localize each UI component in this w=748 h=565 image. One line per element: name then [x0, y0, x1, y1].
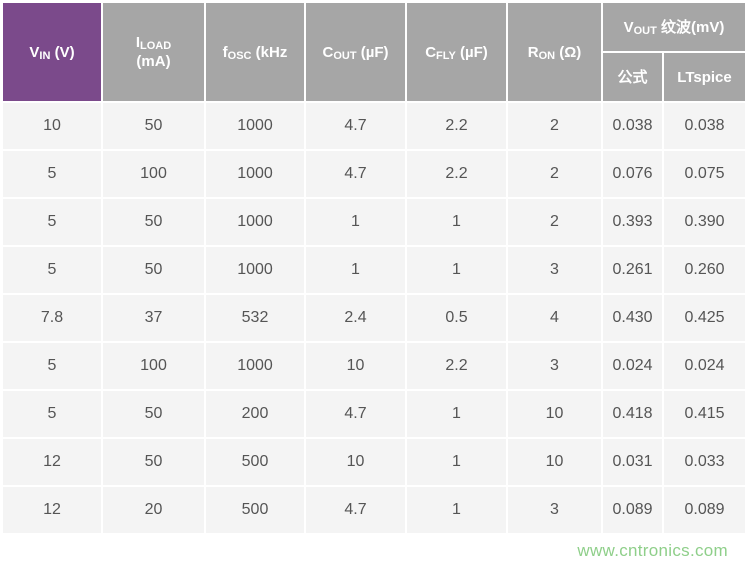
table-cell: 0.430: [603, 295, 662, 341]
table-cell: 1000: [206, 247, 304, 293]
header-vin: VIN (V): [3, 3, 101, 101]
header-ron: RON (Ω): [508, 3, 601, 101]
table-cell: 12: [3, 487, 101, 533]
table-cell: 1: [306, 199, 405, 245]
table-cell: 50: [103, 247, 204, 293]
table-cell: 0.031: [603, 439, 662, 485]
table-cell: 50: [103, 439, 204, 485]
table-cell: 0.5: [407, 295, 506, 341]
table-cell: 2: [508, 103, 601, 149]
table-cell: 0.393: [603, 199, 662, 245]
table-cell: 7.8: [3, 295, 101, 341]
table-row: 5 100 1000 4.7 2.2 2 0.076 0.075: [3, 151, 745, 197]
table-cell: 3: [508, 247, 601, 293]
table-row: 5 50 1000 1 1 2 0.393 0.390: [3, 199, 745, 245]
table-cell: 0.024: [664, 343, 745, 389]
table-cell: 532: [206, 295, 304, 341]
table-cell: 1: [407, 391, 506, 437]
table-cell: 0.089: [603, 487, 662, 533]
table-cell: 4.7: [306, 487, 405, 533]
table-cell: 500: [206, 439, 304, 485]
table-cell: 1000: [206, 343, 304, 389]
table-cell: 5: [3, 199, 101, 245]
table-cell: 4.7: [306, 151, 405, 197]
table-cell: 0.033: [664, 439, 745, 485]
table-cell: 12: [3, 439, 101, 485]
table-cell: 50: [103, 199, 204, 245]
table-cell: 5: [3, 343, 101, 389]
table-cell: 0.076: [603, 151, 662, 197]
table-cell: 1: [407, 199, 506, 245]
header-cout: COUT (µF): [306, 3, 405, 101]
table-cell: 10: [306, 439, 405, 485]
table-cell: 10: [508, 439, 601, 485]
table-cell: 0.075: [664, 151, 745, 197]
table-cell: 10: [508, 391, 601, 437]
table-cell: 5: [3, 391, 101, 437]
table-row: 12 20 500 4.7 1 3 0.089 0.089: [3, 487, 745, 533]
header-iload: ILOAD (mA): [103, 3, 204, 101]
table-cell: 2.4: [306, 295, 405, 341]
ripple-comparison-table: VIN (V) ILOAD (mA) fOSC (kHz COUT (µF) CF…: [1, 1, 747, 535]
table-row: 10 50 1000 4.7 2.2 2 0.038 0.038: [3, 103, 745, 149]
table-cell: 0.038: [664, 103, 745, 149]
table-cell: 0.425: [664, 295, 745, 341]
header-fosc: fOSC (kHz: [206, 3, 304, 101]
table-cell: 2.2: [407, 103, 506, 149]
table-cell: 4.7: [306, 391, 405, 437]
table-cell: 200: [206, 391, 304, 437]
header-ltspice: LTspice: [664, 53, 745, 101]
table-cell: 500: [206, 487, 304, 533]
header-vout-ripple: VOUT 纹波(mV): [603, 3, 745, 51]
table-cell: 0.024: [603, 343, 662, 389]
table-cell: 37: [103, 295, 204, 341]
table-cell: 4.7: [306, 103, 405, 149]
table-cell: 4: [508, 295, 601, 341]
watermark: www.cntronics.com: [577, 541, 728, 560]
table-cell: 1000: [206, 103, 304, 149]
table-cell: 100: [103, 151, 204, 197]
header-cfly: CFLY (µF): [407, 3, 506, 101]
table-cell: 3: [508, 487, 601, 533]
table-cell: 10: [306, 343, 405, 389]
table-cell: 2.2: [407, 151, 506, 197]
table-cell: 5: [3, 247, 101, 293]
table-cell: 1: [306, 247, 405, 293]
table-row: 5 50 200 4.7 1 10 0.418 0.415: [3, 391, 745, 437]
table-cell: 1: [407, 247, 506, 293]
table-row: 5 100 1000 10 2.2 3 0.024 0.024: [3, 343, 745, 389]
table-cell: 2.2: [407, 343, 506, 389]
table-cell: 20: [103, 487, 204, 533]
table-cell: 0.038: [603, 103, 662, 149]
table-cell: 0.261: [603, 247, 662, 293]
table-cell: 2: [508, 199, 601, 245]
table-row: 12 50 500 10 1 10 0.031 0.033: [3, 439, 745, 485]
table-cell: 50: [103, 391, 204, 437]
table-cell: 2: [508, 151, 601, 197]
table-cell: 10: [3, 103, 101, 149]
header-formula: 公式: [603, 53, 662, 101]
table-cell: 50: [103, 103, 204, 149]
table-cell: 0.415: [664, 391, 745, 437]
table-row: 5 50 1000 1 1 3 0.261 0.260: [3, 247, 745, 293]
table-cell: 1: [407, 487, 506, 533]
table-cell: 0.390: [664, 199, 745, 245]
table-cell: 5: [3, 151, 101, 197]
table-cell: 0.260: [664, 247, 745, 293]
table-row: 7.8 37 532 2.4 0.5 4 0.430 0.425: [3, 295, 745, 341]
table-cell: 100: [103, 343, 204, 389]
table-cell: 1: [407, 439, 506, 485]
table-cell: 1000: [206, 151, 304, 197]
table-cell: 0.418: [603, 391, 662, 437]
table-cell: 3: [508, 343, 601, 389]
table-cell: 1000: [206, 199, 304, 245]
table-cell: 0.089: [664, 487, 745, 533]
